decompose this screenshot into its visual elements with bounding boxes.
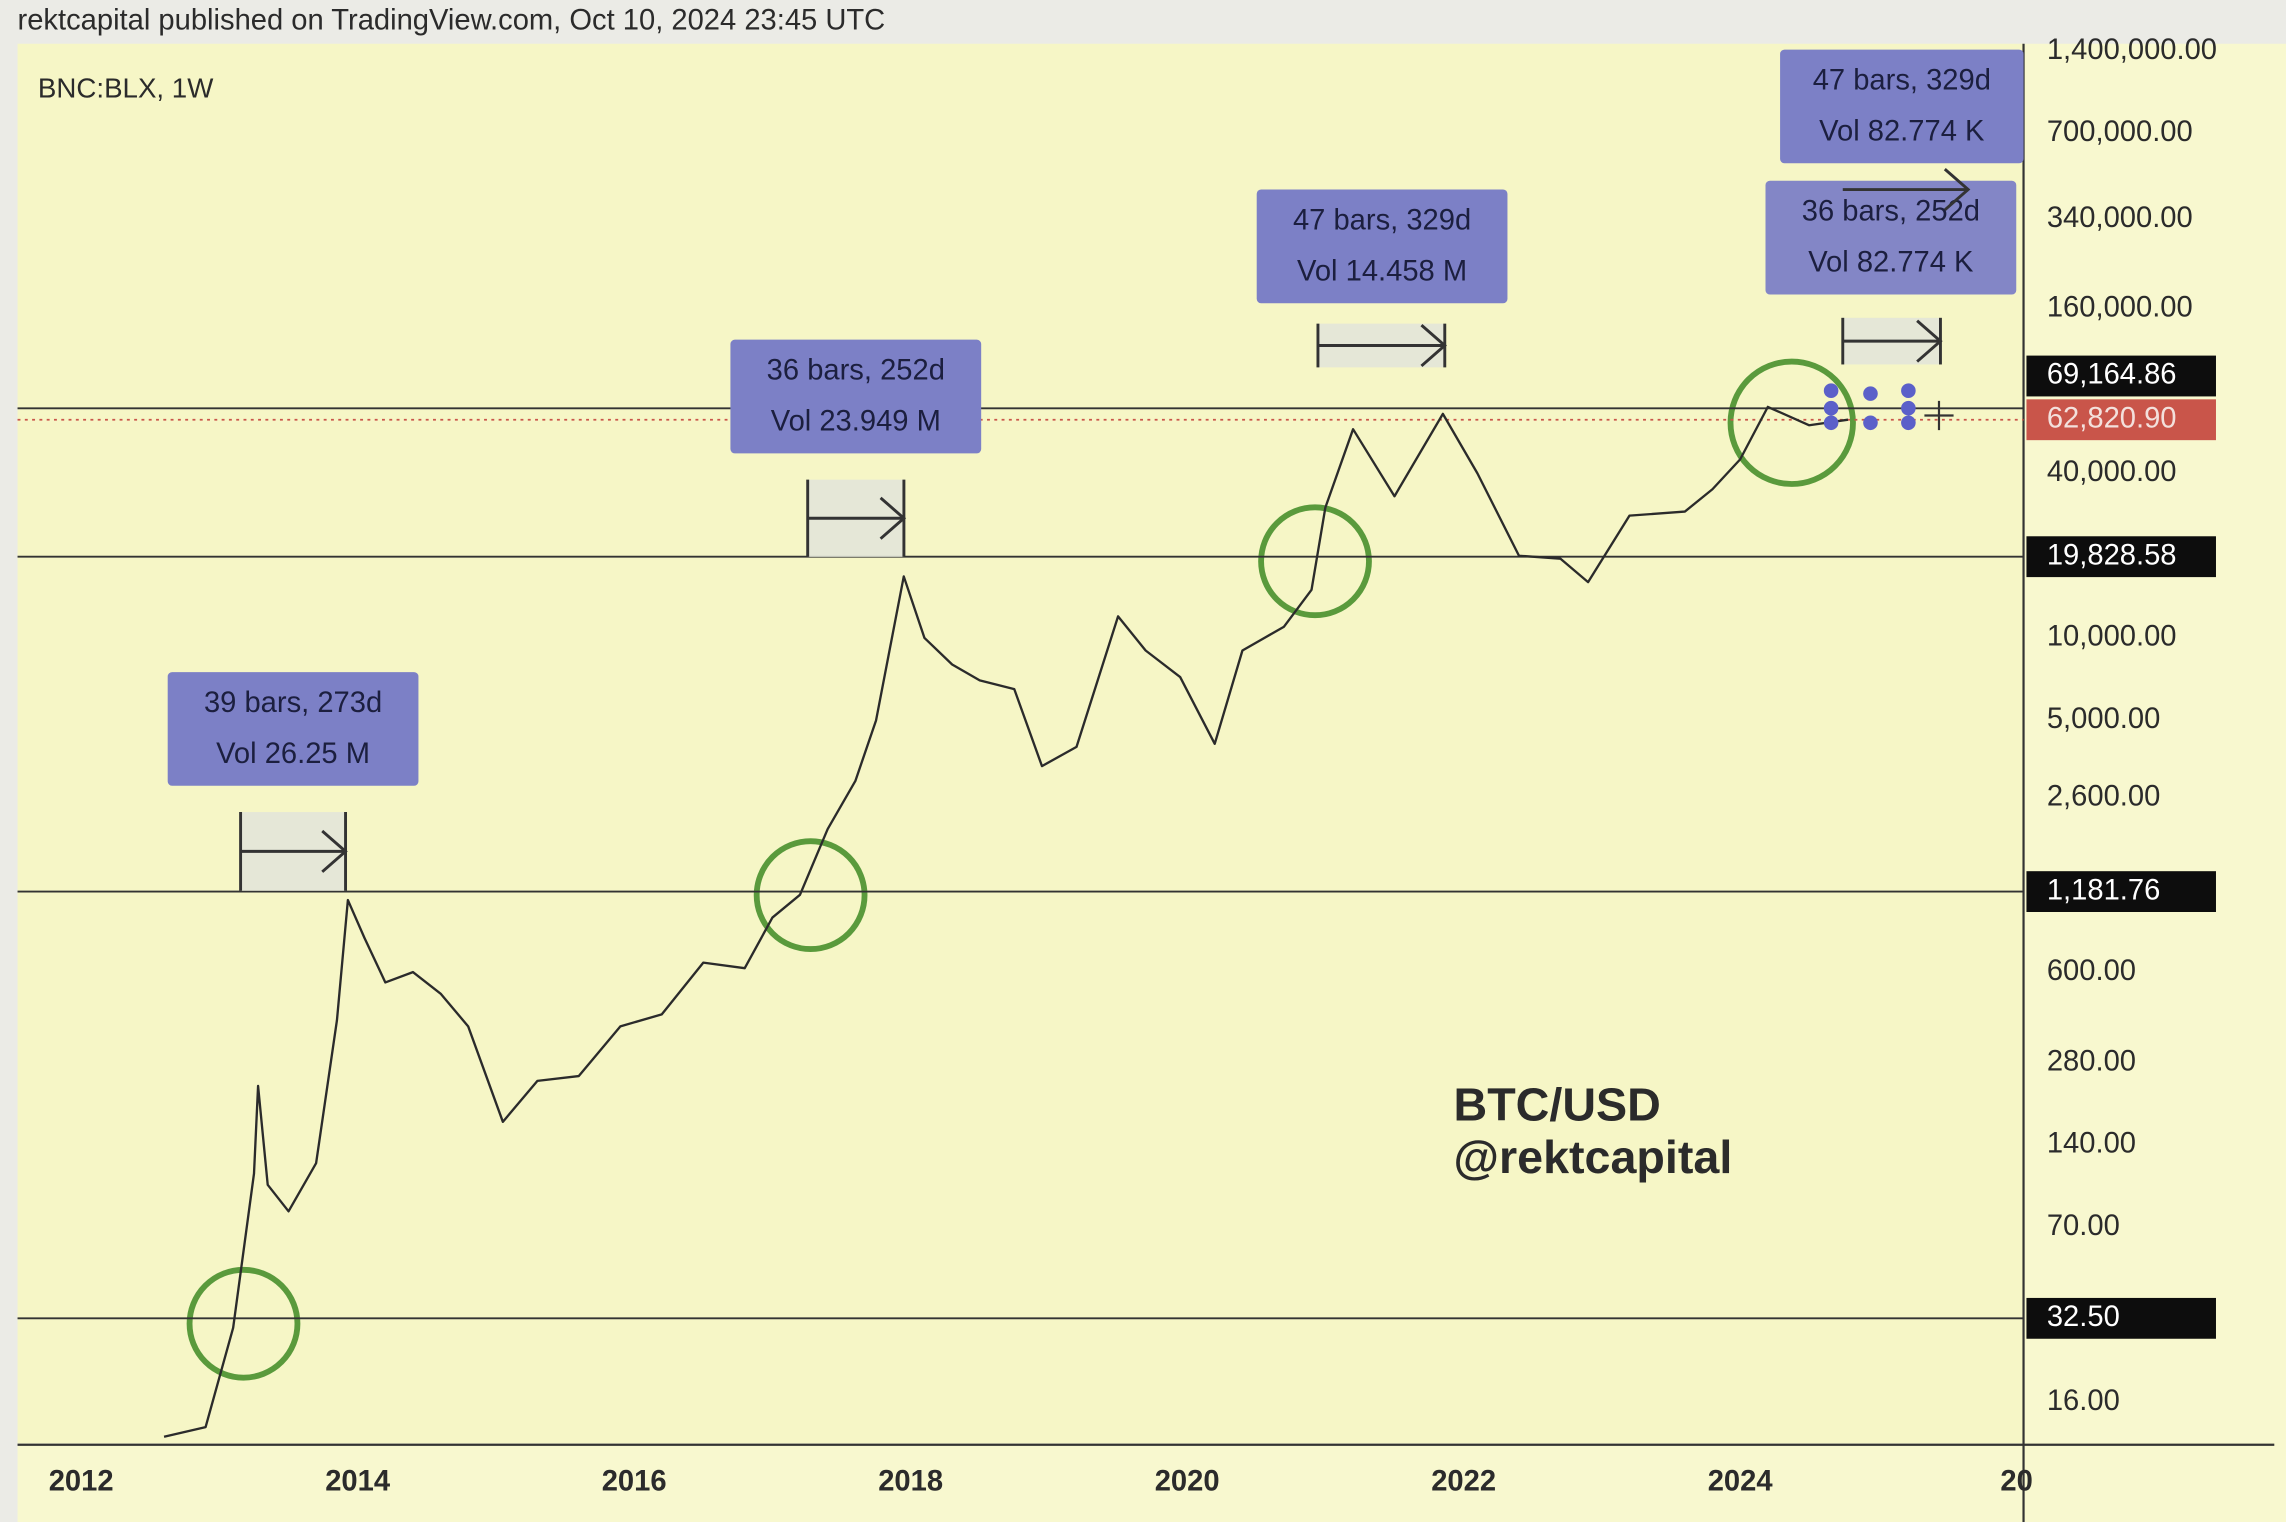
- measure-box: [1765, 180, 2017, 295]
- highlight-circle: [1258, 504, 1372, 619]
- y-tick-label: 160,000.00: [2047, 291, 2193, 323]
- y-tick-label: 40,000.00: [2047, 456, 2177, 488]
- watermark: BTC/USD: [1454, 1078, 1661, 1130]
- measure-arrowhead: [879, 496, 907, 540]
- last-price-box: [2026, 399, 2216, 441]
- drawing-handle: [1901, 400, 1916, 416]
- highlight-circle: [1727, 358, 1856, 487]
- price-label: 69,164.86: [2047, 359, 2177, 391]
- measure-bars: 36 bars, 252d: [1802, 196, 1980, 228]
- price-label-box: [2026, 536, 2216, 578]
- y-tick-label: 2,600.00: [2047, 781, 2160, 813]
- last-price-label: 62,820.90: [2047, 402, 2177, 434]
- drawing-handle: [1863, 386, 1878, 401]
- x-tick-label: 2018: [878, 1465, 943, 1497]
- y-tick-label: 340,000.00: [2047, 202, 2193, 234]
- measure-bars: 39 bars, 273d: [204, 687, 382, 719]
- y-tick-label: 600.00: [2047, 955, 2136, 987]
- x-tick-label: 2022: [1431, 1465, 1496, 1497]
- measure-bars: 36 bars, 252d: [767, 354, 945, 386]
- drawing-handle: [1823, 415, 1839, 431]
- measure-bars: 47 bars, 329d: [1293, 204, 1471, 236]
- publisher-line: rektcapital published on TradingView.com…: [18, 5, 886, 37]
- symbol: BNC:BLX, 1W: [38, 73, 214, 104]
- measure-box: [167, 672, 419, 786]
- price-label: 19,828.58: [2047, 539, 2177, 571]
- measure-box: [730, 339, 982, 454]
- watermark: @rektcapital: [1454, 1131, 1733, 1183]
- drawing-handle: [1823, 400, 1839, 416]
- drawing-handle: [1901, 415, 1916, 431]
- x-tick-label: 2024: [1708, 1465, 1774, 1497]
- highlight-circle: [186, 1266, 301, 1381]
- price-axis-panel: [2023, 43, 2286, 1522]
- measure-arrowhead: [1420, 324, 1447, 368]
- price-label: 1,181.76: [2047, 874, 2160, 906]
- y-tick-label: 16.00: [2047, 1385, 2120, 1417]
- y-tick-label: 10,000.00: [2047, 621, 2177, 653]
- crosshair-cursor: [1924, 400, 1954, 431]
- y-tick-label: 70.00: [2047, 1210, 2120, 1242]
- drawing-handle: [1863, 415, 1878, 431]
- measure-arrowhead: [1916, 319, 1943, 363]
- highlight-circle: [753, 838, 868, 952]
- y-tick-label: 5,000.00: [2047, 703, 2160, 735]
- x-tick-label: 2012: [49, 1465, 114, 1497]
- time-axis-panel: [17, 1443, 2024, 1522]
- measure-vol: Vol 23.949 M: [771, 405, 941, 437]
- measure-vol: Vol 82.774 K: [1808, 247, 1974, 279]
- measure-box: [1256, 189, 1508, 304]
- x-tick-label: 2020: [1155, 1465, 1220, 1497]
- measure-box: [1780, 49, 2024, 164]
- measure-bars: 47 bars, 329d: [1813, 64, 1991, 96]
- y-tick-label: 140.00: [2047, 1128, 2136, 1160]
- x-tick-label: 2014: [325, 1465, 391, 1497]
- price-label: 32.50: [2047, 1301, 2120, 1333]
- y-tick-label: 700,000.00: [2047, 116, 2193, 148]
- drawing-handle: [1823, 383, 1839, 398]
- measure-vol: Vol 26.25 M: [216, 738, 370, 770]
- y-tick-label: 280.00: [2047, 1045, 2136, 1077]
- measure-arrowhead: [1943, 168, 1971, 212]
- y-tick-label: 1,400,000.00: [2047, 34, 2217, 66]
- price-label-box: [2026, 355, 2216, 397]
- drawing-handle: [1901, 383, 1916, 398]
- measure-vol: Vol 82.774 K: [1819, 115, 1985, 147]
- x-tick-label: 2016: [602, 1465, 667, 1497]
- measure-arrowhead: [321, 829, 348, 873]
- x-tick-label: 20: [2000, 1465, 2032, 1497]
- price-label-box: [2026, 1297, 2216, 1339]
- measure-vol: Vol 14.458 M: [1297, 255, 1467, 287]
- price-line-series: [163, 405, 1849, 1438]
- price-label-box: [2026, 871, 2216, 913]
